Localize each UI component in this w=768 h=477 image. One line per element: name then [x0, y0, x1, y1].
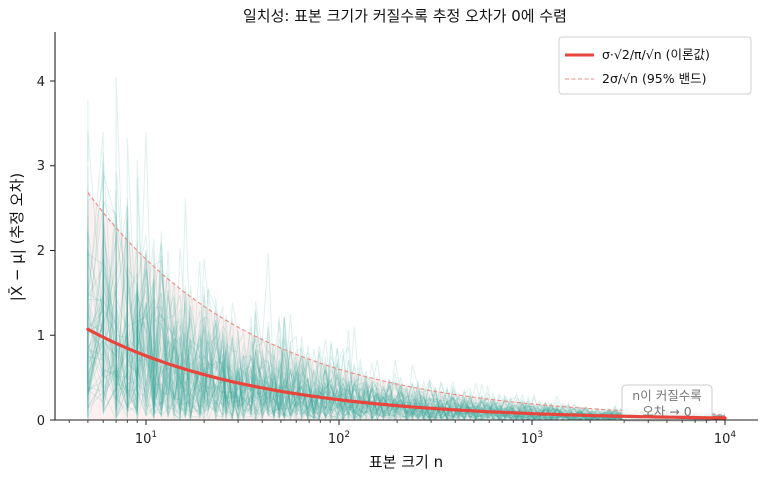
y-tick-label-3: 3 — [37, 159, 45, 174]
y-tick-label-4: 4 — [37, 75, 45, 90]
annotation-line2: 오차 → 0 — [642, 404, 691, 419]
y-axis-title: |X̄ − μ| (추정 오차) — [7, 173, 26, 301]
y-axis-ticks — [50, 80, 55, 421]
legend-frame — [558, 36, 752, 95]
x-tick-label-10-1: 101 — [135, 430, 157, 447]
y-tick-label-0: 0 — [37, 414, 45, 429]
band-fill-area — [87, 192, 725, 420]
convergence-annotation: n이 커질수록 오차 → 0 — [621, 384, 713, 422]
x-tick-labels: 101 102 103 104 — [135, 430, 737, 447]
x-tick-label-10-2: 102 — [328, 430, 350, 447]
band-upper-dashed-line — [87, 192, 726, 416]
y-tick-label-1: 1 — [37, 329, 45, 344]
x-axis-ticks — [68, 420, 726, 425]
legend-band-label: 2σ/√n (95% 밴드) — [602, 71, 706, 86]
x-axis-title: 표본 크기 n — [369, 453, 443, 471]
x-tick-label-10-4: 104 — [714, 430, 737, 447]
chart-title: 일치성: 표본 크기가 커질수록 추정 오차가 0에 수렴 — [243, 7, 567, 25]
legend-theory-label: σ·√2/π/√n (이론값) — [602, 47, 710, 62]
annotation-line1: n이 커질수록 — [632, 388, 701, 403]
legend: σ·√2/π/√n (이론값) 2σ/√n (95% 밴드) — [558, 36, 752, 95]
y-tick-label-2: 2 — [37, 244, 45, 259]
theory-curve-tail — [607, 414, 727, 420]
x-tick-label-10-3: 103 — [521, 430, 543, 447]
y-tick-labels: 0 1 2 3 4 — [37, 75, 45, 429]
